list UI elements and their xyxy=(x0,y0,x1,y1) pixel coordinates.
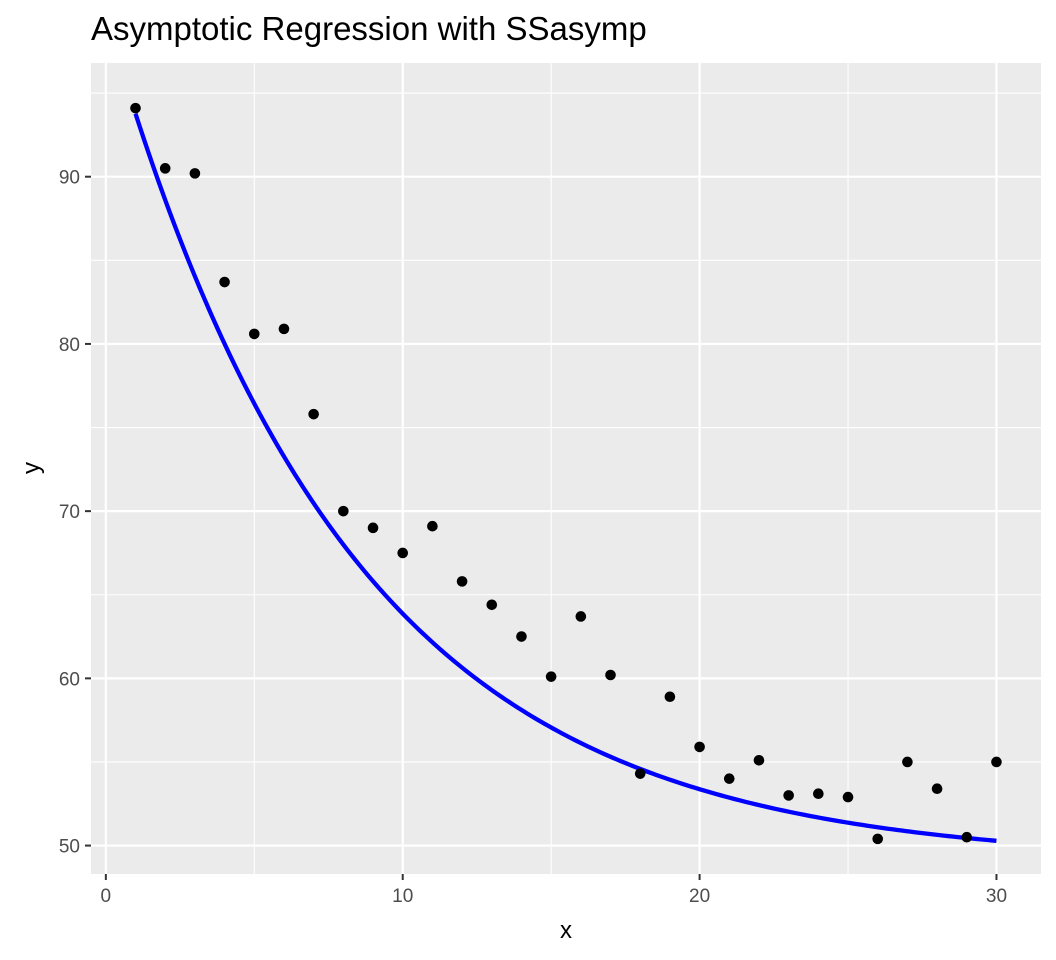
data-point xyxy=(456,576,468,587)
data-point xyxy=(278,323,290,335)
minor-gridlines xyxy=(91,63,1041,874)
fitted-curve-line xyxy=(133,113,997,843)
x-tick-label: 0 xyxy=(101,886,112,907)
y-tick-label: 60 xyxy=(59,669,80,690)
y-tick-label: 80 xyxy=(59,335,80,356)
data-point xyxy=(189,168,201,179)
data-point xyxy=(931,783,943,795)
chart-title: Asymptotic Regression with SSasymp xyxy=(91,10,647,47)
data-point xyxy=(753,754,765,766)
data-point xyxy=(130,102,141,114)
data-point xyxy=(813,788,824,800)
x-tick-label: 30 xyxy=(986,886,1007,907)
data-point xyxy=(664,691,676,703)
y-axis-title: y xyxy=(18,462,45,474)
data-point xyxy=(516,631,527,642)
x-tick-label: 20 xyxy=(689,886,710,907)
data-point xyxy=(605,669,616,681)
major-gridlines xyxy=(91,63,1041,874)
fitted-curve-layer xyxy=(133,113,997,843)
y-axis: 50 60 70 80 90 xyxy=(59,168,91,858)
points-layer xyxy=(130,102,1002,845)
data-point xyxy=(397,547,409,559)
data-point xyxy=(872,833,884,845)
data-point xyxy=(634,768,646,779)
y-tick-label: 50 xyxy=(59,837,80,858)
data-point xyxy=(842,791,854,803)
data-point xyxy=(545,671,557,682)
y-tick-label: 70 xyxy=(59,502,80,523)
x-axis-title: x xyxy=(560,917,572,944)
data-point xyxy=(783,790,794,801)
data-point xyxy=(961,831,973,843)
data-point xyxy=(338,505,349,517)
data-point xyxy=(723,773,735,784)
x-axis: 0 10 20 30 xyxy=(101,874,1007,907)
data-point xyxy=(159,163,171,174)
y-tick-label: 90 xyxy=(59,168,80,189)
data-point xyxy=(367,522,379,534)
data-point xyxy=(694,741,705,753)
data-point xyxy=(427,520,438,532)
data-point xyxy=(248,328,260,340)
data-point xyxy=(219,276,230,288)
x-tick-label: 10 xyxy=(392,886,413,907)
data-point xyxy=(308,408,319,420)
plot-panel xyxy=(91,63,1041,874)
data-point xyxy=(486,599,498,611)
data-point xyxy=(991,756,1002,768)
data-point xyxy=(902,756,913,768)
data-point xyxy=(575,611,587,622)
